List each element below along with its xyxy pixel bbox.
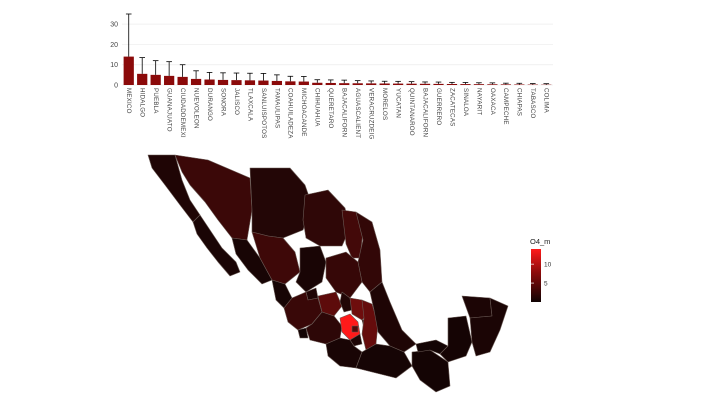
bar [150,74,161,85]
bar [446,83,458,85]
x-tick-label: COAHUILADEZA [287,88,294,139]
x-tick-label: PUEBLA [152,88,159,114]
x-tick-label: TABASCO [529,88,536,119]
bar [473,84,485,85]
bar [419,83,431,85]
color-legend: O4_m 5 10 [530,237,552,302]
state-region [302,189,351,247]
x-tick-label: BAJACALIFORN [421,88,428,137]
bar [379,83,390,85]
x-tick-label: MORELOS [381,88,388,120]
state-region [339,291,353,313]
y-tick-label: 30 [110,22,118,29]
bar [406,83,417,85]
bar [392,83,404,85]
bar [258,80,269,85]
bar [366,83,377,85]
x-tick-label: QUERETARO [327,88,334,129]
legend-tick-label: 10 [544,261,552,268]
bar [177,76,188,85]
bar [204,79,215,85]
bar [460,84,471,85]
state-region [231,237,273,285]
x-tick-label: OAXACA [489,88,496,116]
bar [244,80,256,85]
x-tick-label: BAJACALIFORN [341,88,348,137]
legend-gradient [531,249,541,302]
state-region [249,167,313,239]
state-region [192,214,241,277]
x-tick-label: SONORA [219,88,226,117]
x-tick-label: HIDALGO [139,88,146,117]
bar [433,83,444,85]
bar [298,81,309,85]
x-tick-label: NUEVOLEON [192,88,199,129]
state-region [325,251,363,299]
legend-title: O4_m [530,237,550,246]
bar [271,80,283,85]
bar [500,84,511,85]
x-tick-label: YUCATAN [394,88,401,118]
x-tick-label: SINALOA [462,88,469,117]
y-tick-label: 0 [114,82,118,89]
x-tick-label: COLIMA [543,88,550,114]
x-tick-label: DURANGO [206,88,213,121]
x-tick-label: GUANAJUATO [166,88,173,132]
x-tick-label: TAMAULIPAS [273,88,280,128]
bar [164,75,175,85]
state-region [317,291,343,317]
state-region [461,295,493,319]
state-region [351,325,359,333]
x-tick-label: MEXICO [125,88,132,114]
x-tick-label: CHIHUAHUA [314,88,321,127]
bar [190,78,202,85]
mexico-map [147,154,509,393]
bar-chart: 0 10 20 30 MEXICO HIDALGO PUEBLA GUANAJUATO CIUD… [110,13,553,140]
x-tick-label: MICHOACANDE [300,88,307,137]
bar [325,82,336,85]
bar [487,84,498,85]
bar [123,56,134,85]
x-tick-label: JALISCO [233,88,240,115]
state-region [469,297,509,357]
bar [352,83,363,85]
bar [217,79,229,85]
state-region [297,327,309,339]
x-tick-label: NAYARIT [475,88,482,115]
x-tick-label: GUERRERO [435,88,442,125]
x-tick-label: CIUDADDEMEXI [179,88,186,138]
state-region [295,245,327,293]
state-region [411,349,451,393]
x-tick-label: TLAXCALA [246,88,253,122]
x-tick-label: SANLUISPOTOS [260,88,267,138]
y-tick-label: 20 [110,42,118,49]
legend-tick-label: 5 [544,280,548,287]
x-tick-label: CHIAPAS [516,88,523,116]
x-tick-label: AGUASCALIENT [354,88,361,138]
bar [339,83,350,85]
bar [285,81,296,85]
bar [514,84,525,85]
bar [231,80,242,85]
x-tick-label: VERACRUZDEIG [368,88,375,140]
y-tick-label: 10 [110,62,118,69]
x-tick-label: CAMPECHE [502,88,509,125]
x-tick-label: ZACATECAS [448,88,455,126]
bar [137,73,148,85]
x-tick-label: QUINTANAROO [408,88,415,136]
bar [312,82,323,85]
state-region [369,281,417,353]
state-region [439,315,473,363]
